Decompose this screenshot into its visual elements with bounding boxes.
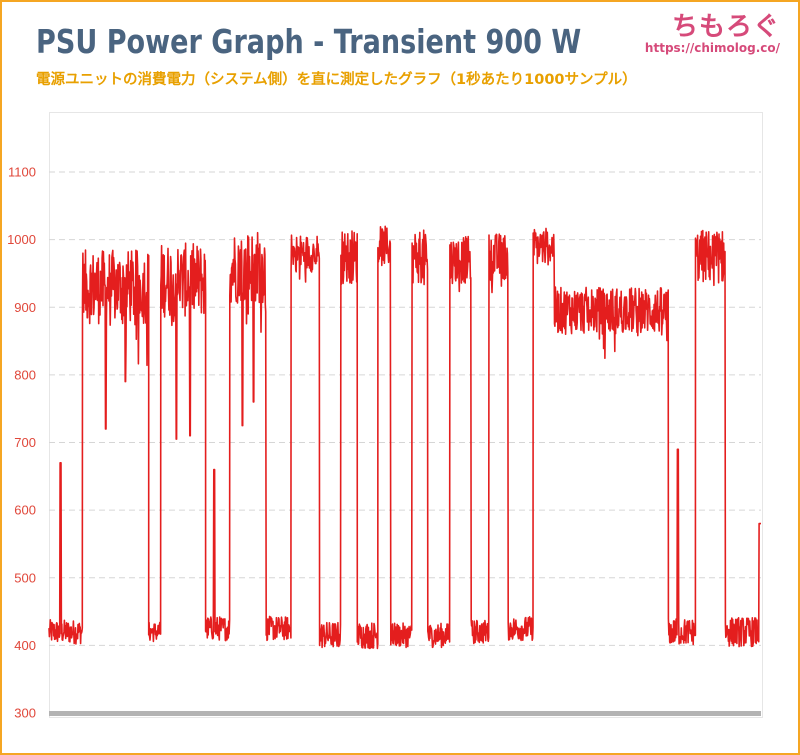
logo-text: ちもろぐ [671,12,780,42]
y-tick-label: 1100 [8,165,36,180]
page-title: PSU Power Graph - Transient 900 W [36,22,582,61]
site-logo[interactable]: ちもろぐ https://chimolog.co/ [645,6,780,55]
logo-url[interactable]: https://chimolog.co/ [644,41,780,55]
page-subtitle: 電源ユニットの消費電力（システム側）を直に測定したグラフ（1秒あたり1000サン… [36,72,637,88]
power-series-line [48,225,762,650]
plot-area [49,112,763,718]
y-tick-label: 500 [14,570,36,585]
y-tick-label: 400 [14,638,36,653]
y-tick-label: 1000 [7,232,36,247]
y-tick-label: 900 [14,300,36,315]
y-tick-label: 700 [14,435,36,450]
y-tick-label: 600 [14,503,36,518]
y-tick-label: 800 [14,367,36,382]
y-tick-label: 300 [14,706,36,721]
x-axis-baseline [49,711,761,716]
